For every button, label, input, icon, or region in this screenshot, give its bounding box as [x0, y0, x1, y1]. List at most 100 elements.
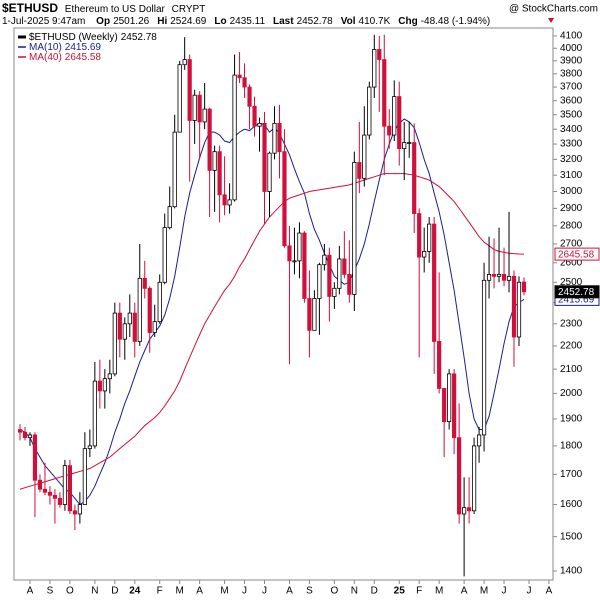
candle-body	[466, 507, 472, 512]
last-value-label: 2452.78	[558, 287, 595, 298]
candle-body	[152, 321, 157, 333]
candle-body	[77, 504, 82, 515]
candle-body	[357, 162, 362, 179]
candle-body	[342, 258, 347, 275]
quote-label: Op	[96, 16, 110, 27]
x-tick-label: A	[286, 586, 293, 597]
y-tick-label: 4000	[560, 43, 583, 54]
candle-body	[372, 49, 377, 88]
candle-body	[42, 488, 48, 493]
x-tick-label: N	[91, 586, 98, 597]
candle-body	[37, 479, 43, 490]
candle-body	[417, 213, 422, 258]
x-tick-label: D	[371, 586, 378, 597]
candle-body	[137, 277, 142, 342]
candle-body	[62, 465, 68, 505]
candle-body	[457, 437, 462, 515]
x-tick-label: F	[157, 586, 163, 597]
y-tick-label: 1700	[560, 469, 583, 480]
candle-body	[242, 77, 247, 88]
candle-body	[162, 227, 167, 283]
candle-body	[387, 125, 392, 136]
x-tick-label: M	[220, 586, 228, 597]
candle-body	[192, 94, 197, 121]
symbol: $ETHUSD	[2, 1, 58, 15]
y-tick-label: 3500	[560, 109, 583, 120]
candle-body	[212, 151, 217, 171]
menu-arrow[interactable]	[548, 18, 554, 23]
candle-body	[332, 287, 337, 297]
candle-body	[402, 142, 407, 149]
y-tick-label: 3900	[560, 55, 583, 66]
candle-body	[47, 491, 53, 496]
legend-entry: $ETHUSD (Weekly) 2452.78	[29, 32, 157, 43]
x-tick-label: N	[351, 586, 358, 597]
quote-value: -48.48 (-1.94%)	[421, 16, 490, 27]
y-tick-label: 2900	[560, 203, 583, 214]
x-tick-label: M	[435, 586, 443, 597]
candle-body	[476, 434, 482, 447]
candle-body	[157, 281, 162, 323]
legend-name: MA(40)	[29, 52, 62, 63]
candle-body	[442, 388, 447, 422]
candle-body	[32, 434, 38, 481]
candle-body	[272, 122, 277, 154]
x-tick-label: A	[546, 586, 553, 597]
y-tick-label: 1800	[560, 441, 583, 452]
y-tick-label: 1400	[560, 566, 583, 577]
candle-body	[362, 134, 367, 179]
x-tick-label: S	[47, 586, 54, 597]
candle-body	[207, 108, 212, 171]
x-tick-label: 24	[129, 586, 141, 597]
candle-body	[22, 431, 28, 439]
candle-body	[227, 199, 232, 206]
candle-body	[257, 122, 262, 127]
legend-entry: MA(10) 2415.69	[29, 42, 101, 53]
y-tick-label: 2700	[560, 239, 583, 250]
plot-frame	[13, 27, 554, 581]
date: 1-Jul-2025 9:47am	[2, 16, 85, 27]
candle-body	[27, 434, 33, 439]
candle-body	[407, 142, 412, 144]
y-tick-label: 4100	[560, 31, 583, 42]
candle-body	[82, 448, 87, 505]
candle-body	[247, 86, 252, 107]
candle-body	[516, 281, 522, 338]
x-tick-label: 25	[394, 586, 406, 597]
legend-name: MA(10)	[29, 42, 62, 53]
security-name: Ethereum to US Dollar	[65, 4, 166, 15]
candle-body	[282, 151, 287, 247]
candle-body	[52, 494, 58, 499]
candle-body	[222, 194, 227, 206]
y-tick-label: 1600	[560, 499, 583, 510]
candle-body	[287, 245, 292, 262]
y-tick-label: 3000	[560, 186, 583, 197]
candle-body	[197, 94, 202, 123]
candle-body	[337, 258, 342, 289]
candle-body	[182, 59, 187, 66]
quote-label: Hi	[157, 16, 167, 27]
candle-body	[327, 254, 332, 297]
y-tick-label: 2300	[560, 318, 583, 329]
candle-body	[496, 273, 502, 277]
x-tick-label: A	[27, 586, 34, 597]
candle-body	[432, 223, 437, 342]
quote-label: Lo	[214, 16, 226, 27]
candle-body	[122, 323, 127, 340]
candle-body	[302, 232, 307, 299]
candle-body	[72, 510, 77, 515]
candle-body	[312, 298, 317, 331]
candle-body	[187, 59, 192, 121]
y-tick-label: 2600	[560, 257, 583, 268]
x-tick-label: J	[526, 586, 531, 597]
legend-name: $ETHUSD (Weekly)	[29, 32, 118, 43]
candle-body	[107, 373, 112, 380]
quote-value: 2435.11	[230, 16, 266, 27]
candle-body	[132, 312, 137, 342]
candle-body	[521, 281, 527, 293]
candle-body	[102, 378, 107, 392]
candle-body	[147, 287, 152, 333]
y-tick-label: 2500	[560, 277, 583, 288]
candle-body	[382, 59, 387, 127]
candle-body	[367, 86, 372, 136]
